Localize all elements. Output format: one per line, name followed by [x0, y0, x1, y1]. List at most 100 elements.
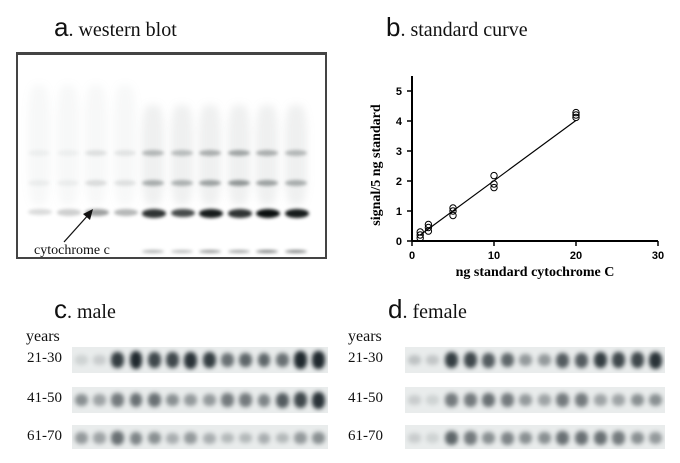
blot-band	[227, 180, 250, 186]
blot-band	[113, 180, 136, 186]
cytochrome-c-label: cytochrome c	[34, 243, 110, 258]
blot-smear	[199, 105, 221, 205]
blot-spot	[184, 394, 198, 406]
blot-spot	[630, 352, 644, 368]
data-point	[490, 180, 498, 188]
panel-a-title: a. western blot	[54, 12, 177, 43]
blot-spot	[166, 432, 179, 444]
y-tick-label: 5	[396, 86, 402, 98]
blot-band-main	[199, 209, 223, 218]
blot-band	[256, 180, 278, 186]
blot-spot	[519, 394, 533, 406]
blot-spot	[202, 394, 216, 406]
blot-spot	[74, 355, 88, 365]
y-tick-label: 2	[396, 176, 402, 188]
blot-band-cytochrome	[199, 250, 221, 253]
blot-spot	[93, 432, 106, 444]
blot-smear	[56, 85, 79, 205]
panel-letter: a	[54, 12, 69, 42]
blot-spot	[239, 393, 253, 407]
blot-spot	[129, 393, 143, 407]
blot-spot	[444, 393, 458, 407]
panel-letter: c	[54, 294, 67, 324]
blot-spot	[407, 395, 421, 405]
blot-spot	[129, 351, 143, 369]
x-tick-label: 20	[570, 250, 582, 262]
blot-band-cytochrome	[284, 250, 307, 253]
blot-spot	[221, 353, 234, 367]
blot-spot	[463, 352, 477, 368]
arrow-icon	[63, 209, 93, 243]
blot-spot	[426, 355, 440, 365]
age-group-label: 61-70	[27, 428, 62, 444]
blot-spot	[612, 394, 626, 406]
blot-band	[28, 180, 50, 186]
blot-spot	[294, 392, 307, 408]
data-point	[424, 223, 433, 232]
blot-spot	[294, 351, 307, 369]
blot-spot	[556, 431, 570, 445]
blot-band	[113, 150, 136, 156]
blot-spot	[556, 393, 570, 407]
blot-spot	[593, 431, 607, 445]
blot-band-main	[85, 209, 109, 217]
years-label: years	[26, 328, 60, 345]
blot-band	[56, 180, 79, 186]
blot-spot	[239, 352, 253, 368]
blot-spot	[74, 393, 88, 407]
blot-smear	[227, 105, 250, 205]
blot-spot	[649, 393, 663, 407]
blot-spot	[463, 393, 477, 407]
blot-band-cytochrome	[256, 250, 278, 253]
panel-title-text: . standard curve	[400, 19, 528, 41]
blot-spot	[275, 432, 289, 444]
blot-spot	[294, 432, 307, 444]
blot-band-main	[28, 209, 52, 216]
blot-band-main	[142, 209, 166, 218]
blot-band	[56, 150, 79, 156]
y-tick-label: 1	[396, 206, 402, 218]
panel-c-title: c. male	[54, 294, 116, 325]
data-point	[449, 211, 457, 220]
panel-b-title: b. standard curve	[386, 12, 528, 43]
blot-band-cytochrome	[170, 250, 193, 253]
blot-spot	[93, 394, 106, 406]
standard-curve-chart: 0 10 20 30 0 1 2 3 4 5 ng standard cytochrome C sig…	[369, 76, 664, 280]
y-tick-label: 0	[396, 236, 402, 248]
blot-spot	[426, 433, 440, 443]
blot-band	[85, 150, 107, 156]
blot-spot	[166, 352, 179, 368]
y-tick-label: 3	[396, 146, 402, 158]
blot-spot	[111, 393, 125, 407]
blot-band-cytochrome	[227, 250, 250, 253]
blot-spot	[275, 392, 289, 408]
blot-spot	[500, 393, 514, 407]
y-tick-label: 4	[396, 116, 403, 128]
western-blot-image	[16, 52, 327, 259]
blot-band	[142, 150, 164, 156]
blot-spot	[500, 352, 514, 368]
blot-band-main	[284, 209, 309, 218]
blot-spot	[147, 393, 161, 407]
blot-spot	[257, 393, 271, 407]
blot-spot	[593, 394, 607, 406]
data-point	[490, 171, 498, 180]
blot-spot	[519, 431, 533, 445]
x-axis-label: ng standard cytochrome C	[456, 265, 615, 280]
blot-spot	[574, 393, 588, 407]
age-group-label: 21-30	[348, 350, 383, 366]
blot-spot	[500, 431, 514, 445]
blot-spot	[612, 352, 626, 368]
blot-smear	[256, 105, 278, 205]
data-point	[572, 108, 580, 117]
blot-spot	[202, 432, 216, 444]
panel-letter: d	[388, 294, 403, 324]
blot-band-main	[256, 209, 280, 218]
blot-band	[199, 180, 221, 186]
x-tick-label: 10	[488, 250, 500, 262]
blot-spot	[630, 431, 644, 445]
blot-smear	[170, 105, 193, 205]
y-axis-label: signal/5 ng standard	[369, 104, 384, 226]
blot-spot	[537, 394, 551, 406]
blot-spot	[649, 351, 663, 369]
